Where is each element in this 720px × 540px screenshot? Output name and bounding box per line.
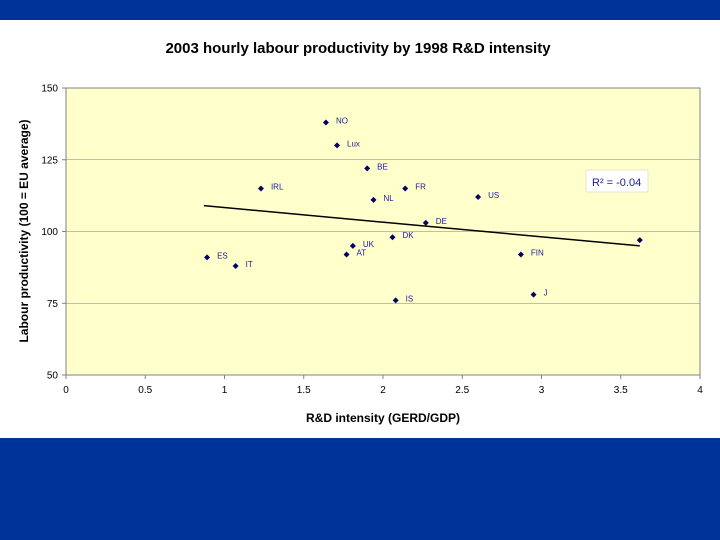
x-tick-label: 2 <box>380 385 386 396</box>
gridlines <box>66 159 700 304</box>
point-label: Lux <box>347 139 360 148</box>
point-label: DK <box>403 231 415 240</box>
data-point <box>636 237 643 244</box>
chart-title: 2003 hourly labour productivity by 1998 … <box>165 40 551 57</box>
data-point <box>343 251 350 258</box>
data-points <box>204 119 643 304</box>
point-label: FIN <box>531 248 544 257</box>
scatter-chart: 2003 hourly labour productivity by 1998 … <box>17 40 703 425</box>
data-point <box>349 242 356 249</box>
point-label: BE <box>377 162 388 171</box>
point-label: J <box>544 289 548 298</box>
x-tick-label: 4 <box>697 385 703 396</box>
data-point <box>530 291 537 298</box>
x-axis-title: R&D intensity (GERD/GDP) <box>306 411 460 425</box>
x-tick-labels: 0 0.5 1 1.5 2 2.5 3 3.5 4 <box>63 375 703 396</box>
point-label: ES <box>217 251 228 260</box>
y-axis-title: Labour productivity (100 = EU average) <box>17 119 31 342</box>
data-point <box>322 119 329 126</box>
data-point <box>370 196 377 203</box>
data-point <box>475 194 482 201</box>
data-point <box>392 297 399 304</box>
x-tick-label: 3.5 <box>614 385 628 396</box>
point-label: NO <box>336 116 348 125</box>
point-labels: NO Lux BE IRL FR NL US DE UK DK AT ES IT FIN IS J <box>217 116 548 303</box>
data-point <box>204 254 211 261</box>
top-band <box>0 0 720 20</box>
point-label: IS <box>406 294 414 303</box>
point-label: DE <box>436 217 447 226</box>
data-point <box>517 251 524 258</box>
trendline-group <box>203 204 640 247</box>
data-point <box>389 234 396 241</box>
x-tick-label: 2.5 <box>455 385 469 396</box>
point-label: IRL <box>271 182 284 191</box>
data-point <box>257 185 264 192</box>
x-tick-label: 1.5 <box>297 385 311 396</box>
point-label: NL <box>383 194 394 203</box>
bottom-band <box>0 438 720 540</box>
trendline <box>203 204 640 247</box>
r2-annotation: R² = -0.04 <box>592 177 641 189</box>
data-point <box>232 262 239 269</box>
point-label: UK <box>363 240 375 249</box>
point-label: IT <box>246 260 253 269</box>
point-label: AT <box>357 248 367 257</box>
r2-box <box>585 169 649 193</box>
y-tick-label: 125 <box>41 155 58 166</box>
data-point <box>334 142 341 149</box>
x-tick-label: 3 <box>539 385 545 396</box>
y-tick-label: 100 <box>41 227 58 238</box>
data-point <box>422 219 429 226</box>
data-point <box>364 165 371 172</box>
x-tick-label: 1 <box>222 385 228 396</box>
point-label: US <box>488 191 499 200</box>
y-tick-label: 50 <box>47 371 59 382</box>
y-tick-labels: 50 75 100 125 150 <box>41 84 66 382</box>
y-tick-label: 75 <box>47 299 59 310</box>
data-point <box>402 185 409 192</box>
y-tick-label: 150 <box>41 84 58 95</box>
x-tick-label: 0.5 <box>138 385 152 396</box>
x-tick-label: 0 <box>63 385 69 396</box>
point-label: FR <box>415 182 426 191</box>
